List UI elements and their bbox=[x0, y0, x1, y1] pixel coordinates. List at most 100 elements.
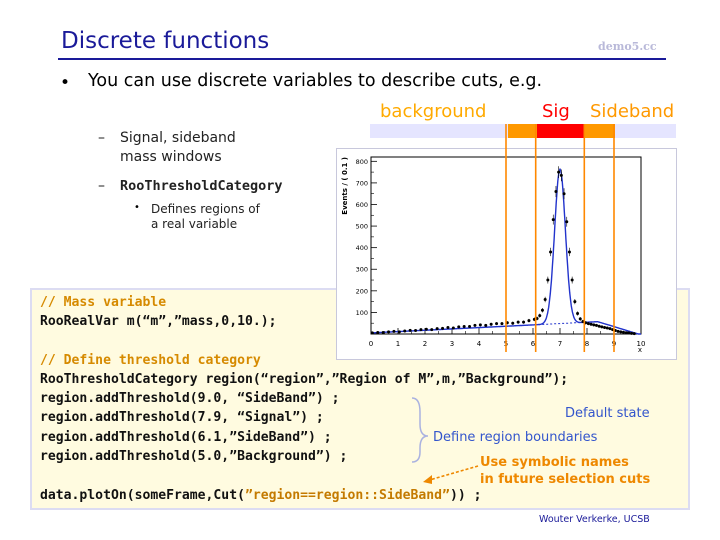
sub-bullet-dash: – bbox=[98, 130, 105, 146]
code-line-realvar: RooRealVar m(“m”,”mass,0,10.); bbox=[40, 314, 277, 329]
data-point bbox=[559, 173, 563, 177]
data-point bbox=[387, 330, 391, 334]
data-point bbox=[511, 321, 515, 325]
data-point bbox=[578, 317, 582, 321]
data-point bbox=[462, 324, 466, 328]
x-tick-label: 4 bbox=[477, 340, 482, 348]
mass-plot: 0 1 2 3 4 5 6 7 8 9 10 100 200 300 400 500 600 700 800 Even… bbox=[341, 156, 646, 354]
annotation-symbolic-1: Use symbolic names bbox=[480, 455, 629, 470]
data-point bbox=[457, 325, 461, 329]
code-ploton-c: )) ; bbox=[449, 488, 482, 503]
sub-sub-bullet-defines: Defines regions of a real variable bbox=[151, 202, 260, 232]
slide-tag: demo5.cc bbox=[598, 40, 657, 53]
region-label-sig: Sig bbox=[542, 101, 570, 122]
data-point bbox=[435, 327, 439, 331]
data-point bbox=[532, 317, 536, 321]
plot-axes-box bbox=[370, 156, 642, 335]
region-label-background: background bbox=[380, 101, 487, 122]
x-tick-label: 10 bbox=[637, 340, 646, 348]
annotation-default-state: Default state bbox=[565, 406, 650, 421]
slide-title: Discrete functions bbox=[61, 28, 270, 54]
title-rule bbox=[58, 58, 666, 60]
data-point bbox=[414, 329, 418, 333]
data-point bbox=[376, 330, 380, 334]
sub-sub-line-2: a real variable bbox=[151, 217, 238, 231]
data-point bbox=[584, 321, 588, 325]
data-point bbox=[630, 331, 634, 335]
x-tick-label: 7 bbox=[558, 340, 562, 348]
data-point bbox=[522, 320, 526, 324]
data-point bbox=[594, 323, 598, 327]
sub-bullet-signal-sideband: Signal, sideband mass windows bbox=[120, 129, 236, 167]
code-ploton-a: data.plotOn(someFrame,Cut( bbox=[40, 488, 245, 503]
data-point bbox=[627, 331, 631, 335]
y-tick-label: 600 bbox=[356, 201, 368, 209]
data-point bbox=[408, 328, 412, 332]
data-point bbox=[603, 326, 607, 330]
fit-total-curve bbox=[371, 167, 641, 335]
data-point bbox=[624, 331, 628, 335]
symbolic-arrow-head bbox=[423, 475, 432, 484]
data-point bbox=[451, 326, 455, 330]
slide-footer: Wouter Verkerke, UCSB bbox=[539, 514, 650, 525]
data-point bbox=[392, 329, 396, 333]
data-point bbox=[605, 326, 609, 330]
data-point bbox=[543, 297, 547, 301]
y-tick-label: 500 bbox=[356, 223, 368, 231]
data-point bbox=[430, 328, 434, 332]
sub-bullet-line-1: Signal, sideband bbox=[120, 130, 236, 146]
y-tick-label: 700 bbox=[356, 179, 368, 187]
y-axis-label: Events / ( 0.1 ) bbox=[341, 157, 349, 215]
data-point bbox=[592, 323, 596, 327]
data-point bbox=[611, 328, 615, 332]
annotation-symbolic-2: in future selection cuts bbox=[480, 472, 651, 487]
x-tick-label: 2 bbox=[423, 340, 427, 348]
x-tick-label: 8 bbox=[585, 340, 589, 348]
data-point bbox=[565, 220, 569, 224]
code-line-threshold-9: region.addThreshold(9.0, “SideBand”) ; bbox=[40, 391, 340, 406]
data-point bbox=[424, 327, 428, 331]
y-tick-label: 200 bbox=[356, 287, 368, 295]
data-point bbox=[403, 329, 407, 333]
data-point bbox=[600, 325, 604, 329]
data-point bbox=[446, 326, 450, 330]
data-point bbox=[549, 250, 553, 254]
x-tick-label: 0 bbox=[369, 340, 373, 348]
data-point bbox=[597, 324, 601, 328]
region-bar-sideband-left bbox=[508, 124, 537, 138]
x-tick-label: 5 bbox=[504, 340, 508, 348]
code-ploton-cut-string: ”region==region::SideBand” bbox=[244, 488, 450, 503]
region-label-sideband: Sideband bbox=[590, 101, 675, 122]
data-point bbox=[616, 329, 620, 333]
data-point bbox=[619, 330, 623, 334]
x-tick-label: 6 bbox=[531, 340, 536, 348]
data-point bbox=[500, 322, 504, 326]
mass-plot-frame: 0 1 2 3 4 5 6 7 8 9 10 100 200 300 400 500 600 700 800 Even… bbox=[336, 148, 677, 360]
x-tick-label: 1 bbox=[396, 340, 400, 348]
data-point bbox=[540, 308, 544, 312]
data-point bbox=[535, 316, 539, 320]
data-point bbox=[527, 319, 531, 323]
data-point bbox=[489, 322, 493, 326]
code-comment-mass: // Mass variable bbox=[40, 295, 167, 310]
y-tick-label: 300 bbox=[356, 266, 368, 274]
x-tick-label: 3 bbox=[450, 340, 454, 348]
data-point bbox=[632, 332, 636, 336]
y-tick-label: 100 bbox=[356, 309, 368, 317]
data-point bbox=[551, 218, 555, 222]
sub-bullet-dash-2: – bbox=[98, 178, 105, 194]
sub-bullet-roothresholdcategory: RooThresholdCategory bbox=[120, 178, 283, 194]
region-bar-sideband-right bbox=[585, 124, 615, 138]
x-tick-label: 9 bbox=[612, 340, 616, 348]
data-point bbox=[370, 331, 374, 335]
data-point bbox=[397, 330, 401, 334]
bullet-dot: • bbox=[60, 73, 71, 93]
data-point bbox=[576, 311, 580, 315]
data-point bbox=[621, 330, 625, 334]
data-point bbox=[613, 329, 617, 333]
code-line-ploton: data.plotOn(someFrame,Cut(”region==regio… bbox=[40, 488, 481, 503]
data-point bbox=[419, 328, 423, 332]
annotation-define-regions: Define region boundaries bbox=[433, 430, 598, 445]
sub-sub-bullet-dot: • bbox=[134, 202, 140, 213]
